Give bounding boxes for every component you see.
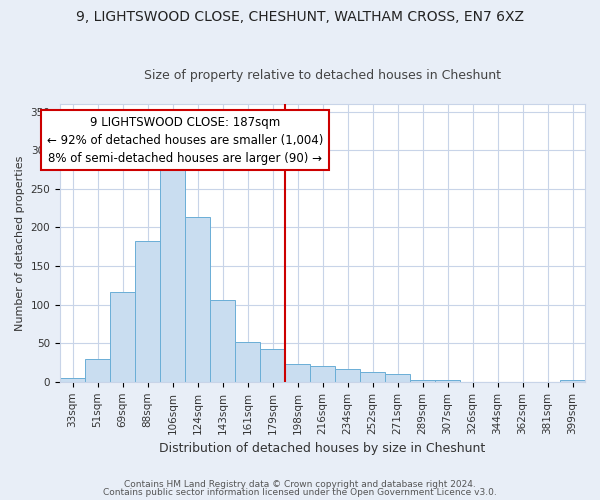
Bar	[60, 378, 85, 382]
Bar	[110, 292, 135, 382]
Bar	[335, 368, 360, 382]
Bar	[160, 162, 185, 382]
Bar	[560, 380, 585, 382]
Bar	[385, 374, 410, 382]
Text: 9, LIGHTSWOOD CLOSE, CHESHUNT, WALTHAM CROSS, EN7 6XZ: 9, LIGHTSWOOD CLOSE, CHESHUNT, WALTHAM C…	[76, 10, 524, 24]
Bar	[185, 218, 210, 382]
Bar	[285, 364, 310, 382]
Title: Size of property relative to detached houses in Cheshunt: Size of property relative to detached ho…	[144, 69, 501, 82]
Bar	[310, 366, 335, 382]
Bar	[135, 240, 160, 382]
Y-axis label: Number of detached properties: Number of detached properties	[15, 155, 25, 330]
Bar	[360, 372, 385, 382]
Bar	[410, 380, 435, 382]
Text: 9 LIGHTSWOOD CLOSE: 187sqm
← 92% of detached houses are smaller (1,004)
8% of se: 9 LIGHTSWOOD CLOSE: 187sqm ← 92% of deta…	[47, 116, 323, 164]
Bar	[435, 380, 460, 382]
Bar	[235, 342, 260, 382]
Bar	[85, 358, 110, 382]
Bar	[260, 350, 285, 382]
Text: Contains public sector information licensed under the Open Government Licence v3: Contains public sector information licen…	[103, 488, 497, 497]
Text: Contains HM Land Registry data © Crown copyright and database right 2024.: Contains HM Land Registry data © Crown c…	[124, 480, 476, 489]
X-axis label: Distribution of detached houses by size in Cheshunt: Distribution of detached houses by size …	[160, 442, 485, 455]
Bar	[210, 300, 235, 382]
